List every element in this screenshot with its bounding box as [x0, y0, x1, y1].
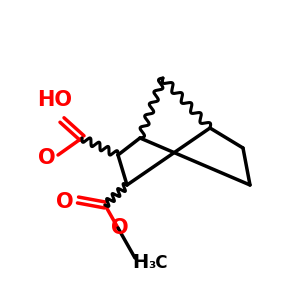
- Text: ₃C: ₃C: [148, 254, 167, 272]
- Text: O: O: [56, 192, 74, 212]
- Text: O: O: [38, 148, 56, 168]
- Text: O: O: [111, 218, 129, 238]
- Text: H: H: [132, 254, 148, 272]
- Text: HO: HO: [38, 90, 73, 110]
